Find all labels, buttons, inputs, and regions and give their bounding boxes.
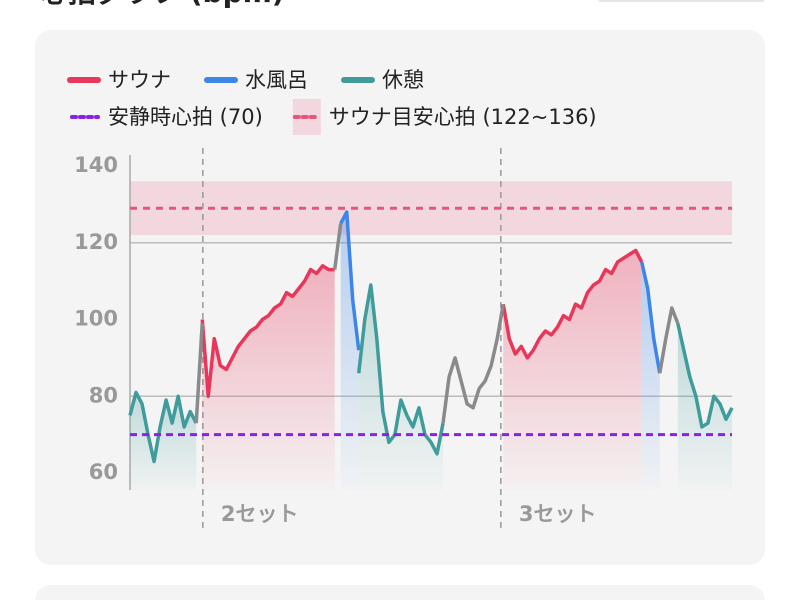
- legend-label: サウナ目安心拍 (122~136): [329, 105, 597, 129]
- line: [332, 223, 343, 270]
- line: [639, 261, 662, 374]
- line: [339, 210, 361, 351]
- y-tick-label: 120: [74, 230, 118, 254]
- y-tick-label: 80: [89, 383, 118, 407]
- legend-label: 休憩: [382, 68, 424, 92]
- set-label: 2セット: [221, 502, 299, 526]
- y-tick-label: 140: [74, 153, 118, 177]
- area: [130, 392, 197, 490]
- area: [677, 323, 732, 490]
- area: [358, 284, 444, 490]
- area: [503, 250, 642, 490]
- set-label: 3セット: [519, 502, 597, 526]
- line: [658, 306, 680, 374]
- line: [194, 323, 204, 424]
- page-title: 心拍グラフ (bpm): [40, 0, 285, 9]
- line: [441, 303, 505, 424]
- next-card: [35, 585, 765, 604]
- y-tick-label: 60: [89, 460, 118, 484]
- line: [501, 248, 644, 360]
- legend-label: 安静時心拍 (70): [108, 105, 263, 129]
- line: [200, 264, 335, 398]
- area: [641, 261, 660, 490]
- area: [340, 212, 359, 491]
- line: [357, 283, 445, 456]
- line: [676, 322, 734, 429]
- legend-label: サウナ: [108, 68, 171, 92]
- header-control[interactable]: [598, 0, 765, 2]
- line: [128, 390, 198, 464]
- y-tick-label: 100: [74, 307, 118, 331]
- legend-label: 水風呂: [245, 68, 308, 92]
